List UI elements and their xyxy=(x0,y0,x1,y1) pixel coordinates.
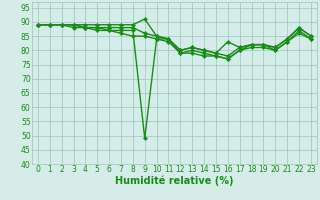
X-axis label: Humidité relative (%): Humidité relative (%) xyxy=(115,176,234,186)
